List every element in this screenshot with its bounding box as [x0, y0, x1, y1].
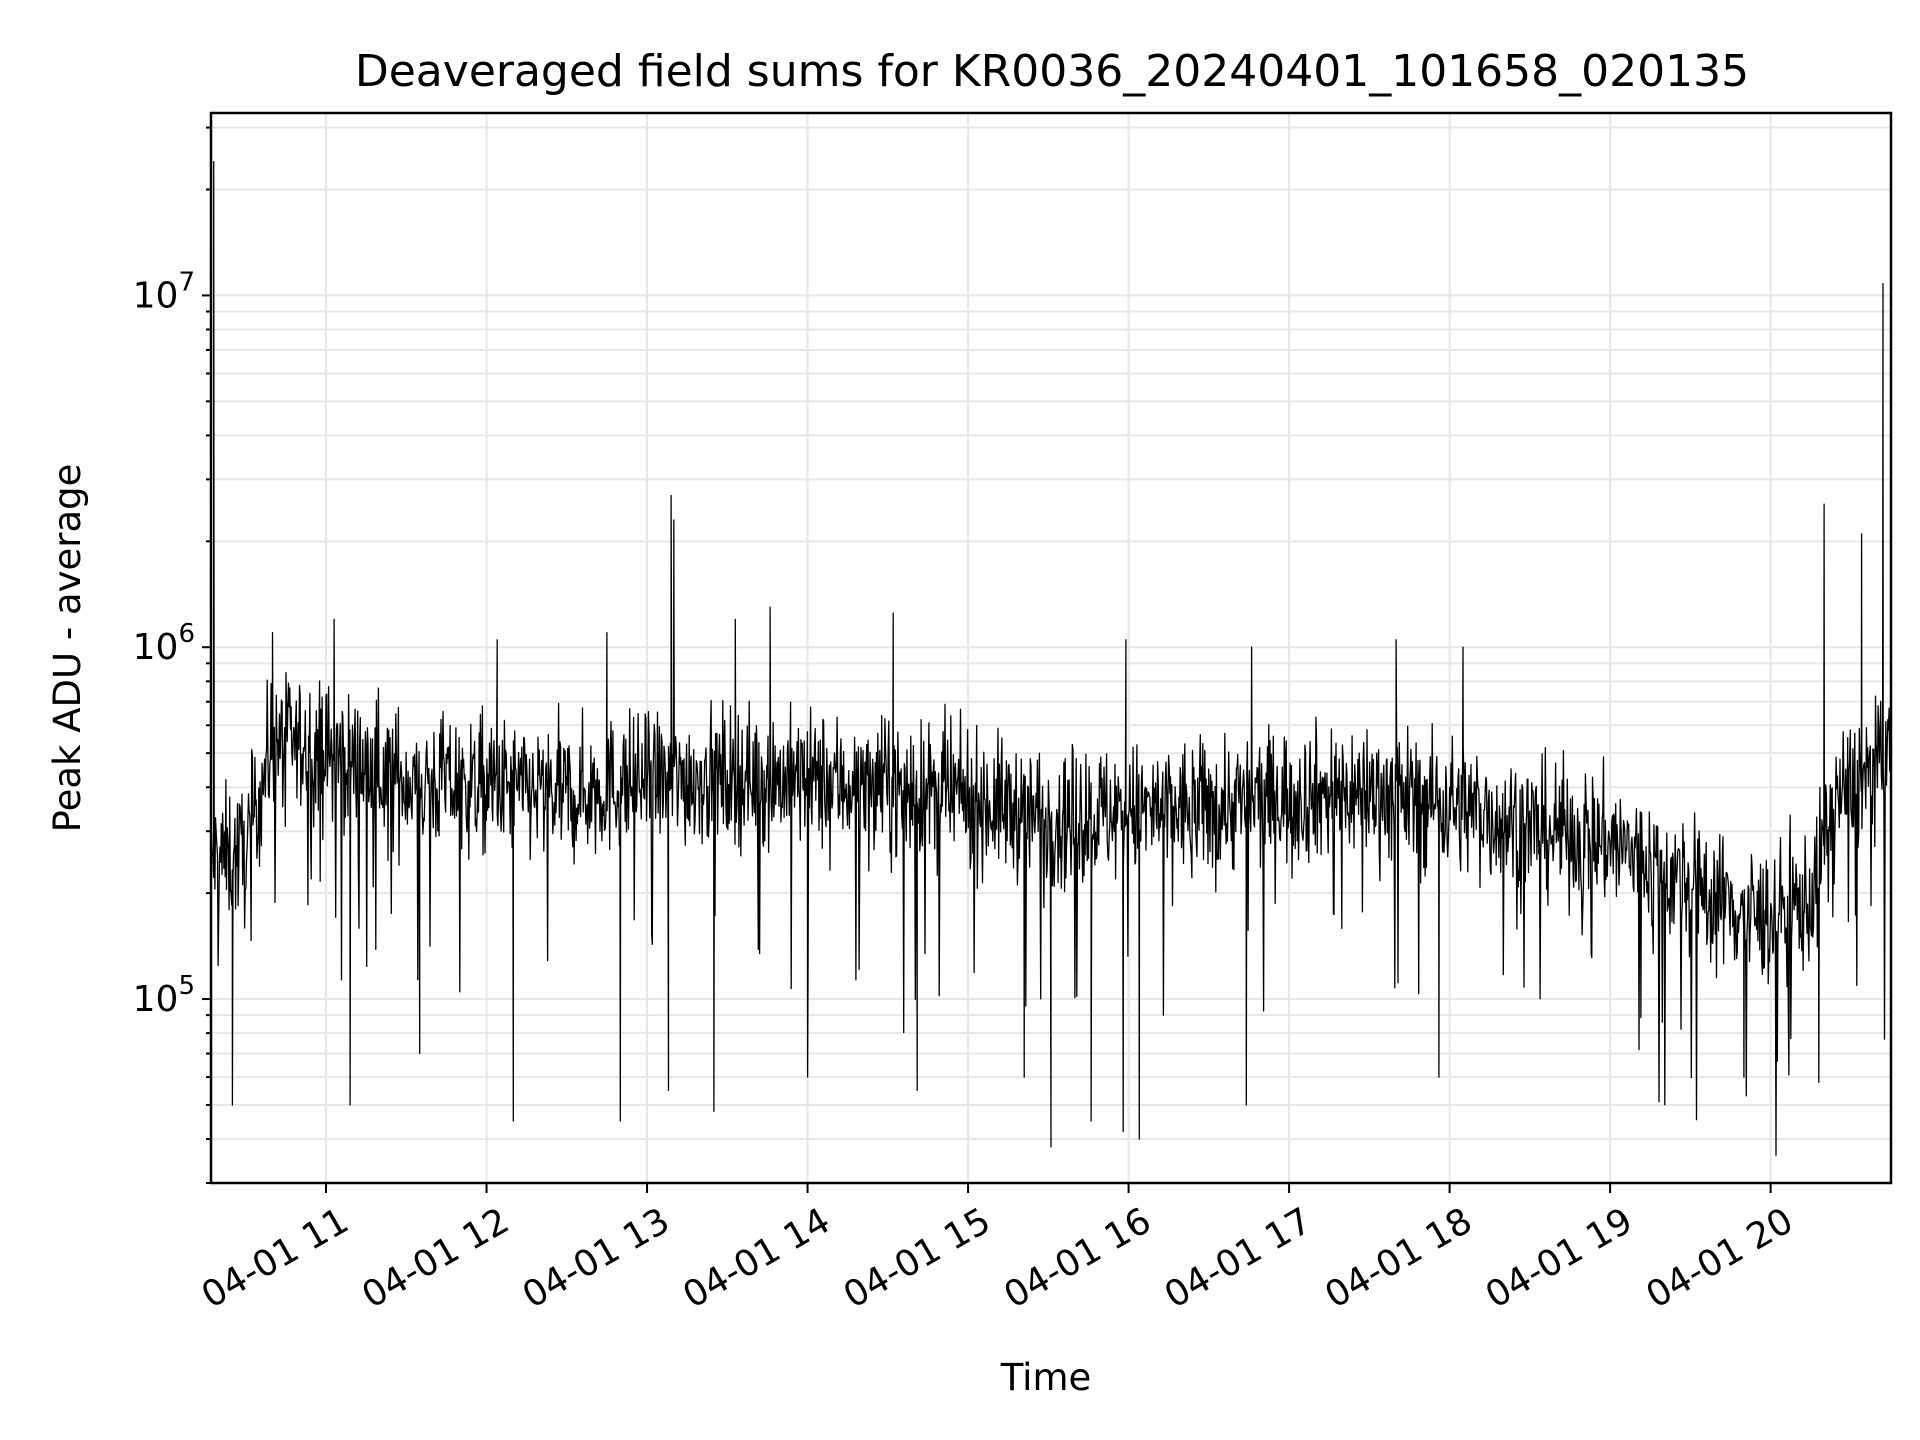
- data-line: [210, 161, 1892, 1156]
- y-tick-label: 105: [133, 971, 195, 1020]
- chart-title: Deaveraged field sums for KR0036_2024040…: [355, 46, 1749, 97]
- x-axis-label: Time: [1000, 1356, 1092, 1399]
- series-line: [210, 161, 1892, 1156]
- y-tick-label: 107: [133, 267, 195, 316]
- y-ticks: 105 106 107: [133, 126, 211, 1184]
- y-tick-label: 106: [133, 619, 195, 668]
- y-axis-label: Peak ADU - average: [46, 464, 89, 833]
